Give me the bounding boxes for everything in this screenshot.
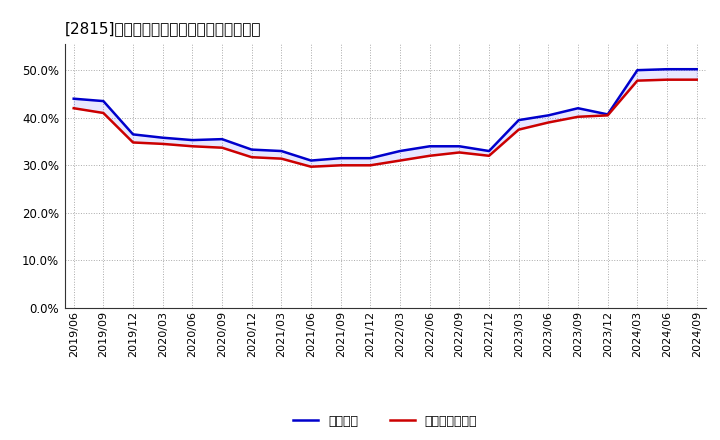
固定比率 — [69, 96, 78, 101]
固定長期適合率 — [158, 141, 167, 147]
固定長期適合率 — [129, 140, 138, 145]
固定比率 — [633, 67, 642, 73]
固定比率 — [662, 66, 671, 72]
固定比率 — [129, 132, 138, 137]
固定比率 — [426, 143, 434, 149]
固定比率 — [603, 112, 612, 117]
固定長期適合率 — [574, 114, 582, 119]
固定長期適合率 — [217, 145, 226, 150]
固定長期適合率 — [336, 163, 345, 168]
固定長期適合率 — [366, 163, 374, 168]
固定長期適合率 — [426, 153, 434, 158]
Line: 固定長期適合率: 固定長期適合率 — [73, 80, 697, 167]
固定長期適合率 — [514, 127, 523, 132]
固定長期適合率 — [396, 158, 405, 163]
固定長期適合率 — [633, 78, 642, 83]
固定比率 — [693, 66, 701, 72]
固定長期適合率 — [544, 120, 553, 125]
固定比率 — [396, 148, 405, 154]
固定長期適合率 — [693, 77, 701, 82]
固定長期適合率 — [485, 153, 493, 158]
固定長期適合率 — [188, 143, 197, 149]
固定比率 — [307, 158, 315, 163]
Legend: 固定比率, 固定長期適合率: 固定比率, 固定長期適合率 — [293, 414, 477, 428]
固定長期適合率 — [662, 77, 671, 82]
固定比率 — [248, 147, 256, 152]
固定比率 — [366, 155, 374, 161]
固定長期適合率 — [603, 113, 612, 118]
固定長期適合率 — [455, 150, 464, 155]
固定比率 — [99, 99, 108, 104]
固定長期適合率 — [99, 110, 108, 116]
Line: 固定比率: 固定比率 — [73, 69, 697, 161]
固定長期適合率 — [248, 154, 256, 160]
固定比率 — [277, 148, 286, 154]
固定長期適合率 — [277, 156, 286, 161]
固定比率 — [574, 106, 582, 111]
固定比率 — [544, 113, 553, 118]
固定長期適合率 — [307, 164, 315, 169]
固定長期適合率 — [69, 106, 78, 111]
固定比率 — [217, 136, 226, 142]
固定比率 — [455, 143, 464, 149]
固定比率 — [158, 135, 167, 140]
固定比率 — [514, 117, 523, 123]
Text: [2815]　固定比率、固定長期適合率の推移: [2815] 固定比率、固定長期適合率の推移 — [65, 21, 261, 36]
固定比率 — [188, 137, 197, 143]
固定比率 — [485, 148, 493, 154]
固定比率 — [336, 155, 345, 161]
